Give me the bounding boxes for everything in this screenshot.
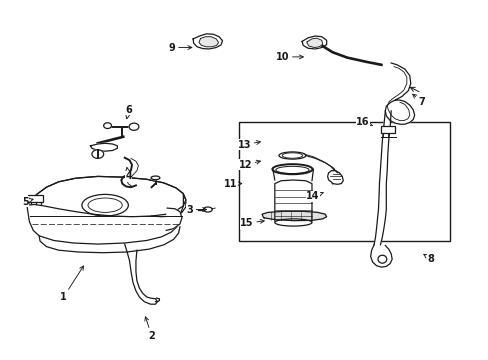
Text: 16: 16 bbox=[355, 117, 372, 127]
Polygon shape bbox=[306, 38, 322, 48]
Ellipse shape bbox=[151, 176, 160, 180]
Ellipse shape bbox=[274, 219, 311, 226]
Circle shape bbox=[129, 123, 139, 130]
Circle shape bbox=[92, 150, 103, 158]
Polygon shape bbox=[27, 176, 185, 217]
Polygon shape bbox=[373, 111, 390, 245]
Polygon shape bbox=[262, 211, 326, 221]
Text: 1: 1 bbox=[60, 266, 83, 302]
Text: 15: 15 bbox=[240, 218, 264, 228]
Bar bbox=[238, 122, 449, 241]
Polygon shape bbox=[327, 171, 343, 184]
Polygon shape bbox=[90, 143, 117, 151]
Bar bbox=[28, 195, 43, 202]
Text: 7: 7 bbox=[412, 94, 424, 107]
Polygon shape bbox=[302, 36, 326, 49]
Polygon shape bbox=[385, 63, 414, 124]
Text: 14: 14 bbox=[305, 191, 323, 201]
Polygon shape bbox=[370, 245, 391, 267]
Text: 5: 5 bbox=[22, 197, 33, 207]
Bar bbox=[381, 126, 394, 133]
Polygon shape bbox=[199, 37, 218, 47]
Text: 10: 10 bbox=[275, 52, 303, 62]
Text: 3: 3 bbox=[186, 204, 206, 215]
Text: 2: 2 bbox=[144, 317, 155, 341]
Polygon shape bbox=[27, 176, 183, 244]
Text: 13: 13 bbox=[237, 140, 260, 150]
Text: 4: 4 bbox=[125, 167, 132, 181]
Text: 9: 9 bbox=[168, 42, 191, 53]
Text: 8: 8 bbox=[423, 254, 434, 264]
Text: 11: 11 bbox=[224, 179, 241, 189]
Polygon shape bbox=[274, 180, 311, 225]
Text: 12: 12 bbox=[238, 160, 260, 170]
Circle shape bbox=[103, 123, 111, 129]
Text: 6: 6 bbox=[125, 105, 132, 119]
Polygon shape bbox=[193, 34, 222, 49]
Polygon shape bbox=[166, 208, 182, 230]
